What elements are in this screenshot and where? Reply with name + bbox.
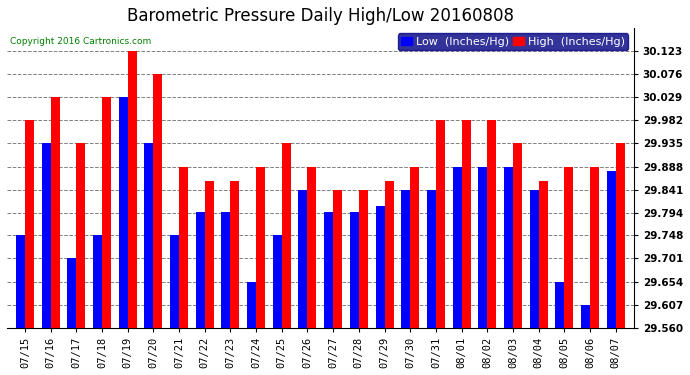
Bar [478, 166, 487, 328]
Bar [539, 181, 548, 328]
Bar [102, 97, 111, 328]
Bar [615, 143, 624, 328]
Bar [555, 282, 564, 328]
Bar [299, 190, 308, 328]
Bar [170, 236, 179, 328]
Bar [68, 258, 77, 328]
Bar [436, 120, 445, 328]
Bar [564, 166, 573, 328]
Bar [359, 190, 368, 328]
Bar [50, 97, 59, 328]
Bar [410, 166, 420, 328]
Bar [530, 190, 539, 328]
Bar [256, 166, 265, 328]
Bar [230, 181, 239, 328]
Bar [144, 143, 153, 328]
Bar [487, 120, 496, 328]
Bar [16, 236, 25, 328]
Bar [282, 143, 290, 328]
Text: Copyright 2016 Cartronics.com: Copyright 2016 Cartronics.com [10, 37, 151, 46]
Bar [427, 190, 436, 328]
Bar [119, 97, 128, 328]
Bar [453, 166, 462, 328]
Bar [462, 120, 471, 328]
Bar [308, 166, 317, 328]
Bar [273, 236, 282, 328]
Bar [153, 74, 162, 328]
Bar [590, 166, 599, 328]
Bar [128, 51, 137, 328]
Bar [41, 143, 50, 328]
Bar [196, 212, 205, 328]
Bar [205, 181, 214, 328]
Bar [504, 166, 513, 328]
Bar [324, 212, 333, 328]
Bar [350, 212, 359, 328]
Bar [25, 120, 34, 328]
Bar [375, 206, 384, 328]
Bar [221, 212, 230, 328]
Bar [607, 171, 615, 328]
Bar [247, 282, 256, 328]
Legend: Low  (Inches/Hg), High  (Inches/Hg): Low (Inches/Hg), High (Inches/Hg) [398, 33, 628, 50]
Bar [93, 236, 102, 328]
Bar [513, 143, 522, 328]
Bar [581, 304, 590, 328]
Bar [384, 181, 393, 328]
Bar [333, 190, 342, 328]
Bar [401, 190, 410, 328]
Bar [179, 166, 188, 328]
Title: Barometric Pressure Daily High/Low 20160808: Barometric Pressure Daily High/Low 20160… [127, 7, 514, 25]
Bar [77, 143, 86, 328]
